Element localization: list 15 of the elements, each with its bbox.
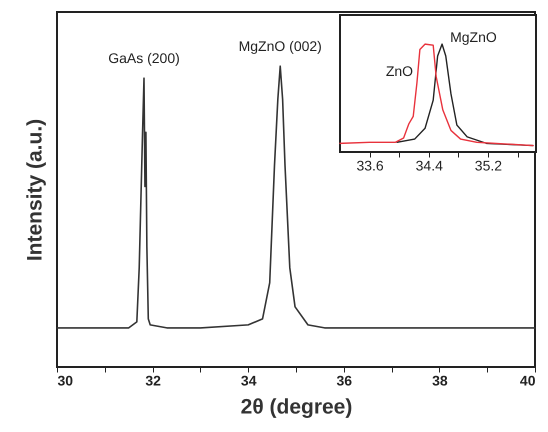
x-tick-label: 36 [336,372,352,388]
x-tick-label: 32 [145,372,162,388]
series-label: ZnO [386,63,414,80]
x-tick-label: 38 [432,372,448,388]
x-tick-label: 35.2 [474,158,502,174]
x-tick-label: 40 [520,372,536,388]
x-tick-label: 30 [58,372,74,388]
x-tick-label: 34 [240,372,257,388]
annotation: MgZnO (002) [238,38,322,54]
x-tick-label: 34.4 [416,158,444,174]
x-axis-title: 2θ (degree) [240,396,352,418]
annotation: GaAs (200) [108,50,180,66]
series-label: MgZnO [450,29,497,46]
x-tick-label: 33.6 [356,158,384,174]
y-axis-title: Intensity (a.u.) [24,118,46,262]
